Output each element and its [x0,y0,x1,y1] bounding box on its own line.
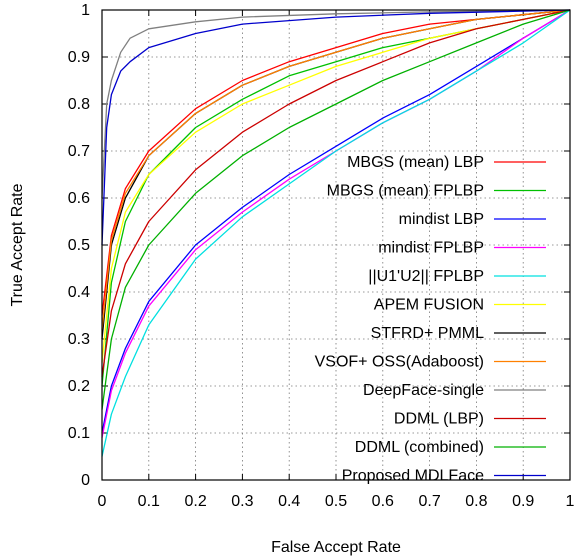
series-line [101,9,571,434]
legend-label: MBGS (mean) LBP [347,154,484,171]
x-tick-label: 0.3 [231,493,253,510]
x-tick-label: 1 [566,493,575,510]
legend-label: mindist LBP [399,211,484,228]
legend-label: DDML (LBP) [394,411,484,428]
legend-label: Proposed MDLFace [342,468,484,485]
legend-label: ||U1'U2|| FPLBP [368,268,484,285]
y-tick-label: 0.9 [68,49,90,66]
series-line [101,9,571,457]
x-tick-label: 0.2 [184,493,206,510]
y-tick-label: 0.4 [68,284,90,301]
x-tick-label: 0.1 [138,493,160,510]
y-tick-label: 0.6 [68,190,90,207]
x-tick-label: 0.8 [465,493,487,510]
legend-label: DeepFace-single [363,382,484,399]
y-tick-label: 0.1 [68,425,90,442]
legend-label: mindist FPLBP [378,240,484,257]
series-line [101,9,571,246]
y-tick-label: 0.7 [68,143,90,160]
x-tick-label: 0.9 [512,493,534,510]
x-tick-label: 0.6 [372,493,394,510]
y-axis-label: True Accept Rate [9,183,26,306]
axis-ticks: 0 0.1 0.2 0.3 0.4 0.5 0.6 0.7 0.8 0.9 1 0 0.1 0.2 0.3 0… [68,2,575,510]
x-tick-label: 0.7 [418,493,440,510]
x-tick-label: 0.5 [325,493,347,510]
plot-frame [101,9,571,481]
x-tick-label: 0 [98,493,107,510]
x-tick-label: 0.4 [278,493,300,510]
series-line [101,9,571,199]
legend: MBGS (mean) LBP MBGS (mean) FPLBP mindist … [315,154,546,485]
y-tick-label: 1 [81,2,90,19]
legend-label: DDML (combined) [355,439,484,456]
legend-label: APEM FUSION [374,297,484,314]
series-line [101,9,571,377]
x-axis-label: False Accept Rate [271,539,401,556]
y-tick-label: 0 [81,472,90,489]
series-line [101,9,571,330]
y-tick-label: 0.8 [68,96,90,113]
y-tick-label: 0.5 [68,237,90,254]
series-lines [101,9,571,457]
legend-label: VSOF+ OSS(Adaboost) [315,354,484,371]
y-tick-label: 0.3 [68,331,90,348]
y-tick-label: 0.2 [68,378,90,395]
legend-label: MBGS (mean) FPLBP [327,183,484,200]
legend-label: STFRD+ PMML [371,325,484,342]
series-line [101,9,571,410]
